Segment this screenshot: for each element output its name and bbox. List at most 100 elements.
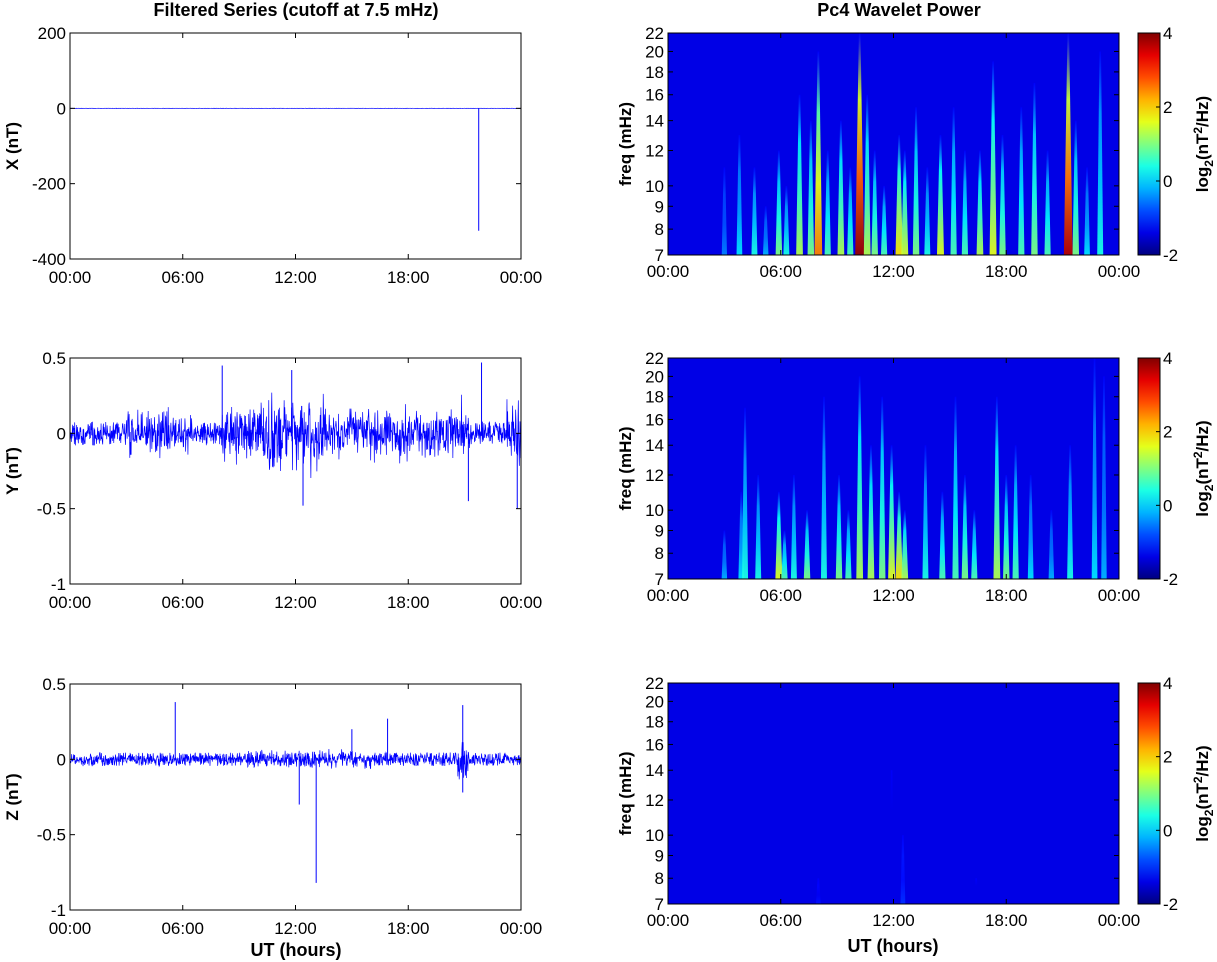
y-axis-label-freq: freq (mHz)	[616, 751, 635, 835]
y-axis-label-y: Y (nT)	[3, 447, 22, 495]
y-tick-label: 0	[57, 99, 66, 118]
colorbar-tick-label: -2	[1163, 570, 1178, 589]
power-streak	[803, 510, 811, 579]
power-streak	[1048, 510, 1055, 579]
x-tick-label: 18:00	[387, 268, 430, 287]
y-tick-label: 22	[645, 24, 664, 43]
y-tick-label: 0	[57, 750, 66, 769]
power-streak	[1044, 150, 1051, 255]
power-streak	[950, 107, 957, 255]
colorbar-label: log2(nT2/Hz)	[1191, 96, 1216, 192]
power-streak	[856, 376, 864, 579]
y-tick-label: 9	[655, 521, 664, 540]
y-tick-label: 16	[645, 86, 664, 105]
y-tick-label: 7	[655, 246, 664, 265]
colorbar-tick-label: -2	[1163, 246, 1178, 265]
y-tick-label: 20	[645, 692, 664, 711]
colorbar-tick-label: 0	[1163, 172, 1172, 191]
x-tick-label: 00:00	[1098, 911, 1141, 930]
power-streak	[895, 134, 903, 255]
y-tick-label: -200	[32, 175, 66, 194]
x-tick-label: 18:00	[985, 586, 1028, 605]
power-streak	[880, 185, 888, 255]
power-streak	[971, 510, 978, 579]
y-tick-label: 10	[645, 826, 664, 845]
power-streak	[775, 491, 783, 579]
y-tick-label: 14	[645, 436, 664, 455]
colorbar-tick-label: 0	[1163, 496, 1172, 515]
colorbar-tick-label: 0	[1163, 821, 1172, 840]
y-tick-label: 10	[645, 177, 664, 196]
y-tick-label: 9	[655, 197, 664, 216]
y-tick-label: -0.5	[37, 826, 66, 845]
power-streak	[783, 185, 790, 255]
power-streak	[762, 206, 769, 255]
x-tick-label: 12:00	[872, 262, 915, 281]
colorbar-tick-label: 2	[1163, 98, 1172, 117]
power-streak	[1031, 82, 1038, 255]
power-streak	[845, 510, 852, 579]
x-tick-label: 00:00	[49, 593, 92, 612]
x-tick-label: 18:00	[985, 262, 1028, 281]
power-streak	[999, 134, 1006, 255]
colorbar-tick-label: 2	[1163, 748, 1172, 767]
power-streak	[1084, 167, 1090, 255]
power-streak	[961, 150, 969, 255]
power-streak	[888, 445, 896, 579]
power-streak	[824, 150, 831, 255]
x-tick-label: 06:00	[759, 911, 802, 930]
power-streak	[939, 491, 946, 579]
x-tick-label: 12:00	[274, 268, 317, 287]
series-panel-y: 0.50-0.5-100:00 06:00 12:00 18:00 00:00Y (nT…	[3, 349, 542, 612]
power-streak	[820, 396, 827, 579]
colorbar-x	[1137, 32, 1161, 256]
power-streak	[1003, 474, 1010, 579]
y-axis-label-freq: freq (mHz)	[616, 102, 635, 186]
x-tick-label: 06:00	[161, 593, 204, 612]
power-streak	[936, 134, 944, 255]
power-streak	[1067, 445, 1074, 579]
power-streak	[1027, 474, 1034, 579]
y-axis-label-x: X (nT)	[3, 122, 22, 170]
x-tick-label: 00:00	[647, 262, 690, 281]
power-streak	[721, 167, 727, 255]
y-tick-label: 10	[645, 501, 664, 520]
power-streak	[1072, 120, 1080, 255]
y-axis-label-z: Z (nT)	[3, 773, 22, 820]
y-tick-label: -0.5	[37, 500, 66, 519]
x-tick-label: 12:00	[274, 593, 317, 612]
power-streak	[781, 530, 788, 579]
power-streak	[889, 770, 894, 904]
plot-area-y	[70, 358, 521, 584]
heatmap-background-z	[668, 683, 1119, 904]
heatmap-background-x	[668, 33, 1119, 255]
left-x-axis-label: UT (hours)	[251, 940, 342, 960]
power-streak	[814, 51, 823, 255]
power-streak	[912, 107, 920, 255]
y-tick-label: 12	[645, 466, 664, 485]
colorbar-tick-label: 2	[1163, 423, 1172, 442]
power-streak	[1018, 107, 1025, 255]
y-tick-label: 16	[645, 410, 664, 429]
y-tick-label: 8	[655, 869, 664, 888]
right-column-title: Pc4 Wavelet Power	[817, 0, 980, 20]
power-streak	[989, 61, 997, 256]
y-tick-label: -1	[51, 575, 66, 594]
y-tick-label: 18	[645, 63, 664, 82]
power-streak	[775, 150, 783, 255]
y-tick-label: 7	[655, 895, 664, 914]
power-streak	[721, 530, 728, 579]
y-tick-label: 7	[655, 570, 664, 589]
x-tick-label: 06:00	[759, 262, 802, 281]
power-streak	[1012, 445, 1019, 579]
power-streak	[961, 474, 969, 579]
power-streak	[1101, 376, 1107, 579]
colorbar-label: log2(nT2/Hz)	[1191, 745, 1216, 841]
plot-area-z	[70, 684, 521, 910]
power-streak	[736, 134, 743, 255]
x-tick-label: 00:00	[49, 268, 92, 287]
series-line-y	[69, 392, 522, 479]
plot-area-x	[70, 33, 521, 259]
y-tick-label: 12	[645, 791, 664, 810]
